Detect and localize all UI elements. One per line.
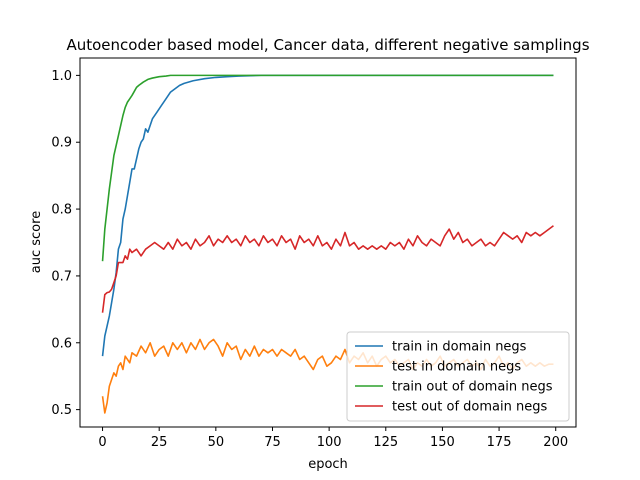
- x-tick-label: 50: [208, 435, 225, 450]
- x-tick-label: 25: [151, 435, 168, 450]
- legend-label-3: test out of domain negs: [392, 400, 547, 415]
- legend: train in domain negs test in domain negs t…: [346, 331, 570, 422]
- x-axis-label: epoch: [308, 457, 348, 472]
- y-tick-label: 0.7: [51, 269, 72, 284]
- legend-label-1: test in domain negs: [392, 360, 521, 375]
- y-tick-label: 0.9: [51, 136, 72, 151]
- x-tick-label: 200: [543, 435, 568, 450]
- legend-box: [346, 331, 570, 422]
- series-line-3: [101, 225, 554, 313]
- y-tick-label: 0.5: [51, 403, 72, 418]
- plot-area: [79, 57, 577, 428]
- x-tick-label: 0: [98, 435, 106, 450]
- y-tick-label: 0.6: [51, 336, 72, 351]
- legend-label-2: train out of domain negs: [392, 380, 553, 395]
- x-tick-label: 175: [487, 435, 512, 450]
- y-tick-label: 1.0: [51, 69, 72, 84]
- x-axis: 0 25 50 75 100 125 150 175 200: [98, 427, 568, 450]
- y-axis: 0.5 0.6 0.7 0.8 0.9 1.0: [51, 69, 80, 418]
- series-layer: [101, 74, 554, 414]
- x-tick-label: 150: [430, 435, 455, 450]
- axes-frame: [79, 57, 577, 428]
- legend-label-0: train in domain negs: [392, 340, 527, 355]
- x-tick-label: 75: [264, 435, 281, 450]
- chart-title: Autoencoder based model, Cancer data, di…: [66, 36, 589, 54]
- x-tick-label: 100: [317, 435, 342, 450]
- y-tick-label: 0.8: [51, 203, 72, 218]
- y-axis-label: auc score: [29, 211, 44, 273]
- x-tick-label: 125: [373, 435, 398, 450]
- series-line-2: [101, 74, 554, 262]
